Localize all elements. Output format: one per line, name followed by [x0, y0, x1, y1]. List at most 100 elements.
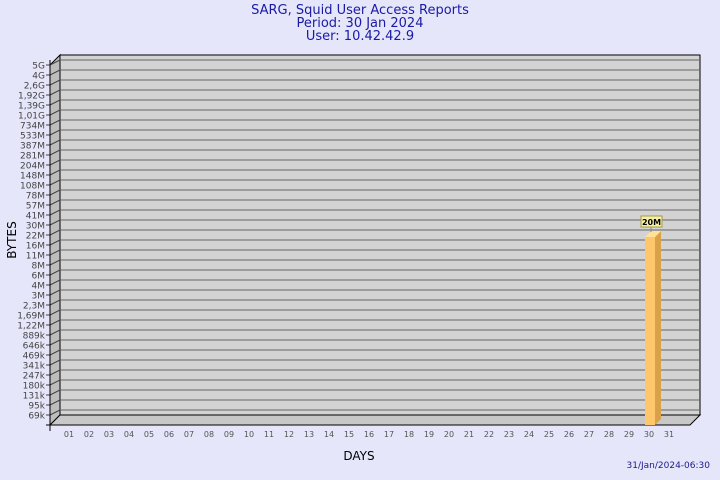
x-tick-label: 17 [384, 430, 394, 439]
x-tick-label: 10 [244, 430, 254, 439]
plot-floor [48, 414, 702, 426]
gridline-slant [49, 89, 61, 96]
x-tick-label: 01 [64, 430, 74, 439]
gridline-slant [49, 209, 61, 216]
x-tick-label: 29 [624, 430, 634, 439]
gridline-slant [49, 149, 61, 156]
x-tick-label: 24 [524, 430, 534, 439]
y-tick-label: 1,92G [18, 92, 45, 102]
plot-back-wall [59, 54, 701, 416]
gridline-slant [49, 249, 61, 256]
gridline-slant [49, 339, 61, 346]
y-tick-label: 1,69M [17, 312, 45, 322]
gridline-slant [49, 169, 61, 176]
y-axis-label: BYTES [5, 221, 19, 258]
timestamp: 31/Jan/2024-06:30 [626, 461, 710, 471]
gridline-slant [49, 359, 61, 366]
gridline-slant [49, 399, 61, 406]
x-tick-label: 25 [544, 430, 554, 439]
gridline-slant [49, 329, 61, 336]
gridline-slant [49, 309, 61, 316]
y-tick-label: 4M [32, 282, 46, 292]
y-tick-label: 22M [26, 232, 45, 242]
y-tick-label: 6M [32, 272, 46, 282]
x-tick-label: 27 [584, 430, 594, 439]
y-tick-label: 30M [26, 222, 45, 232]
bar-value-label: 20M [642, 218, 661, 227]
y-tick-label: 281M [20, 152, 45, 162]
gridline-slant [49, 79, 61, 86]
x-tick-label: 03 [104, 430, 114, 439]
gridline-slant [49, 389, 61, 396]
y-tick-label: 8M [32, 262, 46, 272]
x-tick-label: 06 [164, 430, 174, 439]
x-tick-label: 19 [424, 430, 434, 439]
gridline-slant [49, 379, 61, 386]
gridline-slant [49, 369, 61, 376]
gridline-slant [49, 179, 61, 186]
x-tick-label: 31 [664, 430, 674, 439]
x-tick-label: 18 [404, 430, 414, 439]
y-tick-label: 41M [26, 212, 45, 222]
y-tick-label: 131k [23, 392, 46, 402]
y-tick-label: 204M [20, 162, 45, 172]
y-tick-label: 1,01G [18, 112, 45, 122]
y-tick-label: 57M [26, 202, 45, 212]
gridline-slant [49, 219, 61, 226]
chart-user: User: 10.42.42.9 [305, 29, 415, 44]
y-tick-label: 734M [20, 122, 45, 132]
gridline-slant [49, 409, 61, 416]
gridline-slant [49, 159, 61, 166]
gridline-slant [49, 189, 61, 196]
gridline-slant [49, 139, 61, 146]
gridline-slant [49, 289, 61, 296]
bar-label-box [640, 215, 663, 228]
x-tick-label: 11 [264, 430, 274, 439]
y-tick-label: 11M [26, 252, 45, 262]
x-tick-label: 26 [564, 430, 574, 439]
y-tick-label: 1,22M [17, 322, 45, 332]
y-tick-label: 889k [23, 332, 46, 342]
bar-top [645, 231, 661, 237]
gridline-slant [49, 269, 61, 276]
x-tick-label: 15 [344, 430, 354, 439]
gridline-slant [49, 239, 61, 246]
x-tick-label: 09 [224, 430, 234, 439]
y-tick-label: 1,39G [18, 102, 45, 112]
y-tick-label: 5G [32, 62, 45, 72]
x-tick-label: 28 [604, 430, 614, 439]
bar-side [655, 231, 661, 425]
x-tick-label: 13 [304, 430, 314, 439]
x-tick-label: 08 [204, 430, 214, 439]
chart-period: Period: 30 Jan 2024 [296, 16, 424, 31]
y-tick-label: 108M [20, 182, 45, 192]
y-tick-label: 533M [20, 132, 45, 142]
x-tick-label: 21 [464, 430, 474, 439]
gridline-slant [49, 99, 61, 106]
x-tick-label: 04 [124, 430, 134, 439]
x-tick-label: 20 [444, 430, 454, 439]
gridline-slant [49, 199, 61, 206]
y-tick-label: 3M [32, 292, 46, 302]
gridline-slant [49, 319, 61, 326]
y-tick-label: 4G [32, 72, 45, 82]
gridline-slant [49, 109, 61, 116]
y-tick-label: 646k [23, 342, 46, 352]
y-tick-label: 469k [23, 352, 46, 362]
x-tick-label: 02 [84, 430, 94, 439]
gridline-slant [49, 229, 61, 236]
x-tick-label: 23 [504, 430, 514, 439]
y-tick-label: 69k [28, 412, 45, 422]
y-tick-label: 341k [23, 362, 46, 372]
x-tick-label: 16 [364, 430, 374, 439]
x-axis-label: DAYS [343, 449, 374, 463]
gridline-slant [49, 259, 61, 266]
x-tick-label: 07 [184, 430, 194, 439]
x-tick-label: 30 [644, 430, 654, 439]
gridline-slant [49, 299, 61, 306]
y-tick-label: 95k [28, 402, 45, 412]
y-tick-label: 247k [23, 372, 46, 382]
gridline-slant [49, 59, 61, 66]
